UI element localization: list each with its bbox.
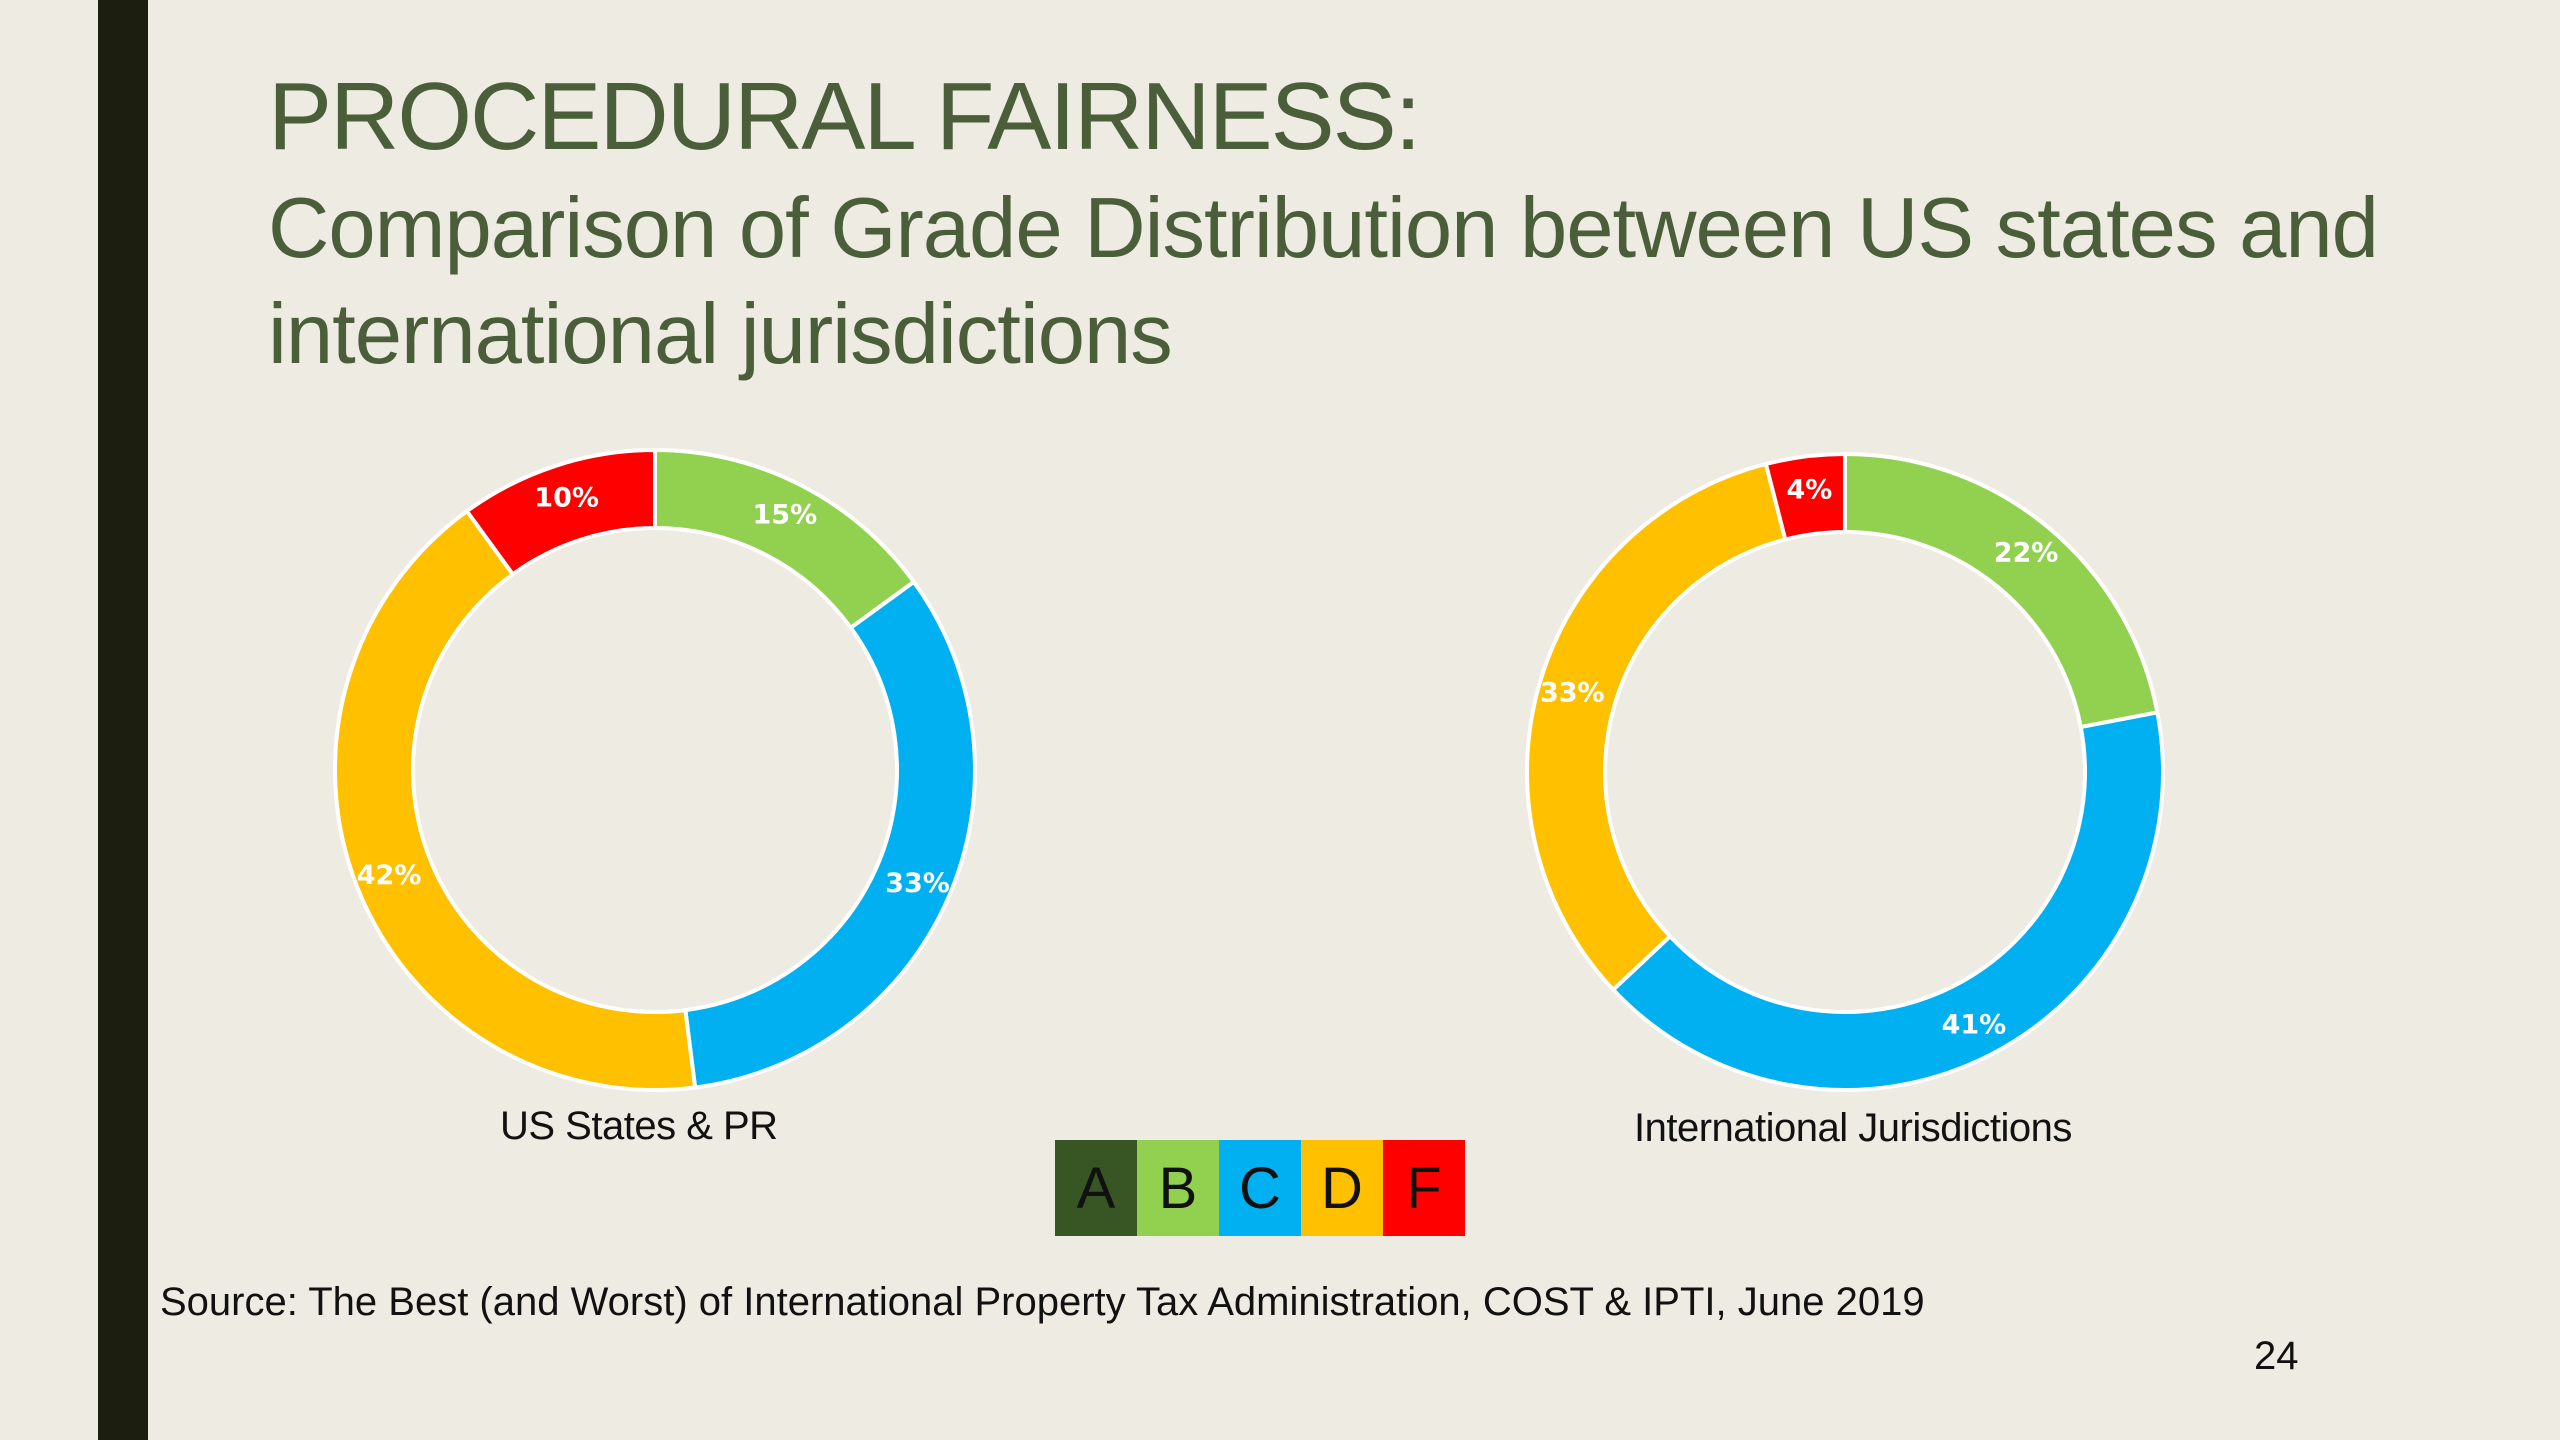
us-chart-caption: US States & PR (500, 1104, 778, 1148)
legend-grade-a: A (1055, 1140, 1137, 1236)
donut-1-label-f: 4% (1786, 475, 1832, 506)
slide-title: PROCEDURAL FAIRNESS: (268, 63, 1421, 170)
legend-grade-c: C (1219, 1140, 1301, 1236)
donut-1-slice-f (1763, 451, 1847, 542)
legend-grade-f: F (1383, 1140, 1465, 1236)
donut-1-slice-b (1843, 451, 2160, 730)
intl-chart-caption: International Jurisdictions (1634, 1106, 2072, 1150)
donut-1-label-b: 22% (1994, 538, 2059, 569)
donut-0-label-d: 42% (357, 860, 422, 891)
legend-grade-b: B (1137, 1140, 1219, 1236)
donut-0-slice-b (653, 447, 917, 631)
donut-0-label-c: 33% (885, 868, 950, 899)
donut-0-slice-d (333, 508, 698, 1092)
source-note: Source: The Best (and Worst) of Internat… (160, 1280, 1925, 1324)
accent-bar (98, 0, 148, 1440)
donut-1-slice-c (1610, 710, 2165, 1092)
donut-1-label-d: 33% (1540, 677, 1605, 708)
donut-0-label-b: 15% (753, 500, 818, 531)
legend-grade-d: D (1301, 1140, 1383, 1236)
slide-subtitle: Comparison of Grade Distribution between… (268, 181, 2379, 382)
donut-1-slice-d (1525, 461, 1788, 993)
donut-1-label-c: 41% (1942, 1010, 2007, 1041)
page-number: 24 (2254, 1334, 2299, 1378)
donut-0-slice-c (683, 579, 977, 1090)
donut-0-slice-f (464, 447, 657, 578)
donut-0-label-f: 10% (534, 482, 599, 513)
